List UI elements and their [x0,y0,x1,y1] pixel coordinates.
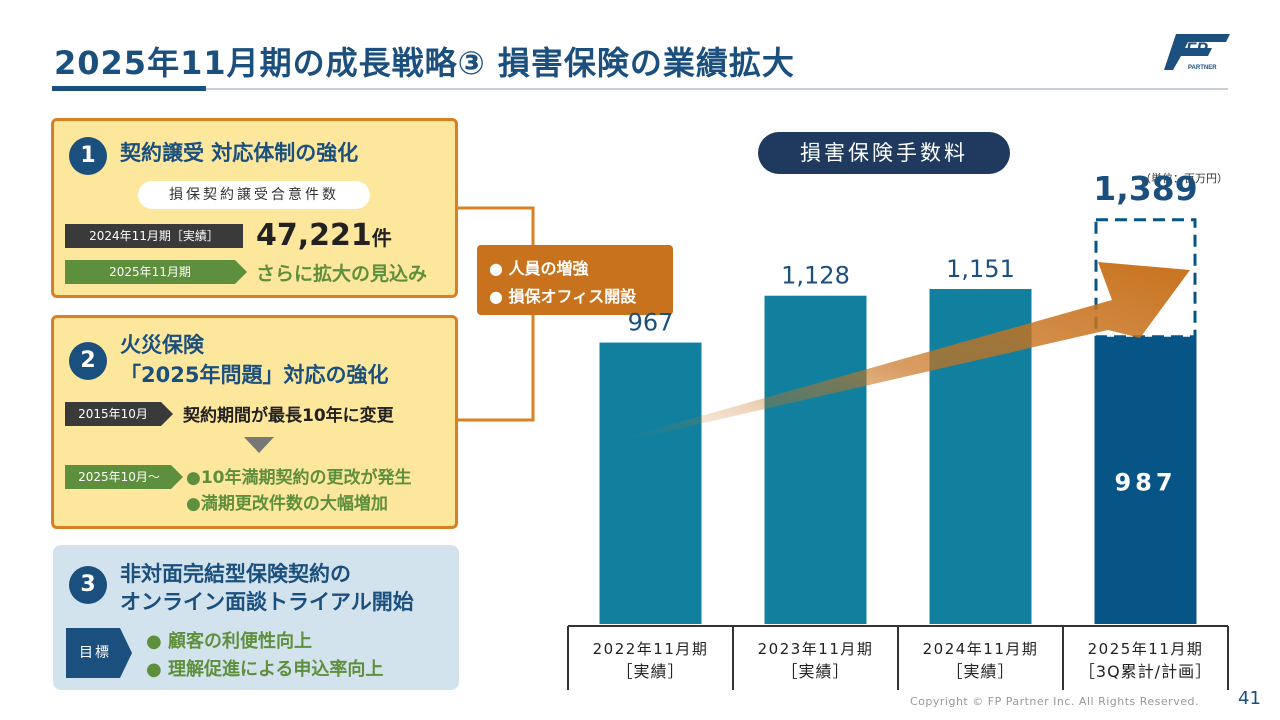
section2-tag-2015-shape [65,402,173,426]
growth-factors-callout: ● 人員の増強 ● 損保オフィス開設 [477,245,673,315]
x-tick-label-0-0: 2022年11月期 [593,640,709,658]
bar-label-2: 1,151 [946,255,1015,283]
x-tick-label-3-1: ［3Q累計/計画］ [1079,662,1212,681]
callout-item-office: ● 損保オフィス開設 [489,287,637,306]
growth-arrow [630,262,1190,440]
logo-letters: FP [1186,39,1208,58]
section2-bullet-1: ●10年満期契約の更改が発生 [186,468,412,488]
section1-title: 契約譲受 対応体制の強化 [120,141,359,165]
plan-value-label: 1,389 [1093,169,1197,208]
section3-number: 3 [69,566,107,604]
plan-bar-outline [1094,218,1197,339]
callout-item-staff: ● 人員の増強 [489,259,589,278]
title-underline-accent [52,86,206,91]
section1-pill: 損保契約譲受合意件数 [138,181,370,209]
page-title: 2025年11月期の成長戦略③ 損害保険の業績拡大 [54,44,795,82]
bar-label-1: 1,128 [781,262,850,290]
bar-0 [599,342,702,624]
section2-tag-2015: 2015年10月 [78,407,148,421]
section1-value-number: 47,221 [256,218,372,253]
title-underline [52,88,1228,90]
section1-value-unit: 件 [371,226,392,250]
section3-tag-shape [66,628,132,678]
section2-tag-2025-shape [65,465,183,489]
logo-sub: PARTNER [1188,65,1217,71]
bar-3 [1094,336,1197,624]
section1-plan-tag: 2025年11月期 [109,265,191,279]
x-tick-label-3-0: 2025年11月期 [1088,640,1204,658]
chart-title: 損害保険手数料 [758,132,1010,174]
section1-value: 47,221件 [256,218,392,253]
section2-number: 2 [69,342,107,380]
section3-bullet-2: ● 理解促進による申込率向上 [146,659,384,680]
section2-change: 契約期間が最長10年に変更 [183,406,394,426]
x-tick-label-0-1: ［実績］ [616,662,684,681]
section3-title-line1: 非対面完結型保険契約の [120,562,351,586]
bar-label-0: 967 [628,309,674,337]
section1-plan-tag-shape [65,260,247,284]
section2-title-line2: 「2025年問題」対応の強化 [120,363,389,387]
section2-tag-2025: 2025年10月～ [78,470,160,484]
section2-bullet-2: ●満期更改件数の大幅増加 [186,494,388,514]
section2-title-line1: 火災保険 [120,333,204,357]
down-arrow-icon [244,437,274,453]
bar-1 [764,295,867,624]
page-number: 41 [1238,688,1261,709]
x-tick-label-1-0: 2023年11月期 [758,640,874,658]
section3-bullet-1: ● 顧客の利便性向上 [146,631,312,652]
section1-outlook: さらに拡大の見込み [256,263,428,285]
bar-label-3: 987 [1114,468,1176,496]
fp-partner-logo: FP PARTNER [1164,34,1230,71]
section3-tag: 目標 [79,645,111,661]
x-tick-label-1-1: ［実績］ [781,662,849,681]
section1-actual-tag: 2024年11月期［実績］ [65,224,243,248]
section1-number: 1 [69,137,107,175]
x-tick-label-2-1: ［実績］ [946,662,1014,681]
x-tick-label-2-0: 2024年11月期 [923,640,1039,658]
chart-unit: （単位：百万円） [1140,172,1228,185]
copyright: Copyright © FP Partner Inc. All Rights R… [910,695,1199,708]
section3-title-line2: オンライン面談トライアル開始 [120,590,414,614]
